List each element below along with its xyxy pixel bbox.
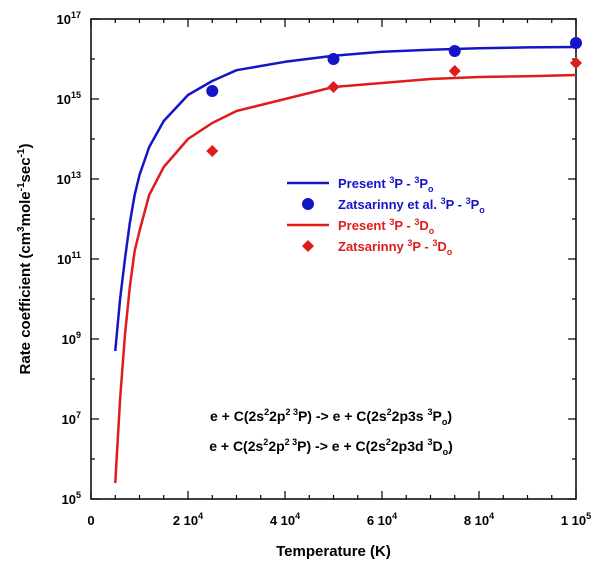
y-tick-label: 1011 [57,250,81,267]
y-axis-label: Rate coefficient (cm3mole-1sec-1) [16,144,34,375]
reaction-annotations: e + C(2s22p2 3P) -> e + C(2s22p3s 3Po) e … [209,407,453,457]
legend-label: Zatsarinny 3P - 3Do [338,238,453,257]
tick-labels: 0 2 104 4 104 6 104 8 104 1 105 105 107 109 1011 1… [57,10,592,528]
plot-axes [90,18,577,500]
series-layer [114,37,582,484]
series-line [114,45,577,352]
series-1 [206,37,582,97]
data-point-diamond [570,57,582,69]
x-tick-label: 2 104 [173,511,203,528]
y-tick-label: 1015 [57,90,81,107]
x-axis-label: Temperature (K) [276,543,391,560]
x-tick-label: 4 104 [270,511,300,528]
data-point-diamond [327,81,340,93]
series-0 [114,45,577,352]
data-point-circle [206,85,219,97]
y-tick-label: 107 [62,410,81,427]
data-point-circle [327,53,340,65]
series-2 [114,73,577,484]
data-point-diamond [206,145,219,157]
data-point-circle [448,45,461,57]
data-point-diamond [448,65,461,77]
x-tick-label: 8 104 [464,511,494,528]
y-tick-label: 1017 [57,10,81,27]
reaction-equation: e + C(2s22p2 3P) -> e + C(2s22p3s 3Po) [210,407,452,427]
legend-label: Present 3P - 3Po [338,175,434,194]
data-point-circle [570,37,582,49]
x-tick-label: 1 105 [561,511,591,528]
series-line [114,73,577,484]
y-tick-label: 109 [62,330,81,347]
x-tick-label: 6 104 [367,511,397,528]
y-tick-label: 1013 [57,170,81,187]
legend-circle-swatch [302,198,314,210]
legend-label: Present 3P - 3Do [338,217,435,236]
series-3 [206,57,582,157]
y-tick-label: 105 [62,490,81,507]
legend-diamond-swatch [302,240,314,252]
reaction-equation: e + C(2s22p2 3P) -> e + C(2s22p3d 3Do) [209,437,453,457]
legend: Present 3P - 3Po Zatsarinny et al. 3P - 3… [287,175,485,257]
x-tick-label: 0 [87,513,94,528]
legend-label: Zatsarinny et al. 3P - 3Po [338,196,485,215]
